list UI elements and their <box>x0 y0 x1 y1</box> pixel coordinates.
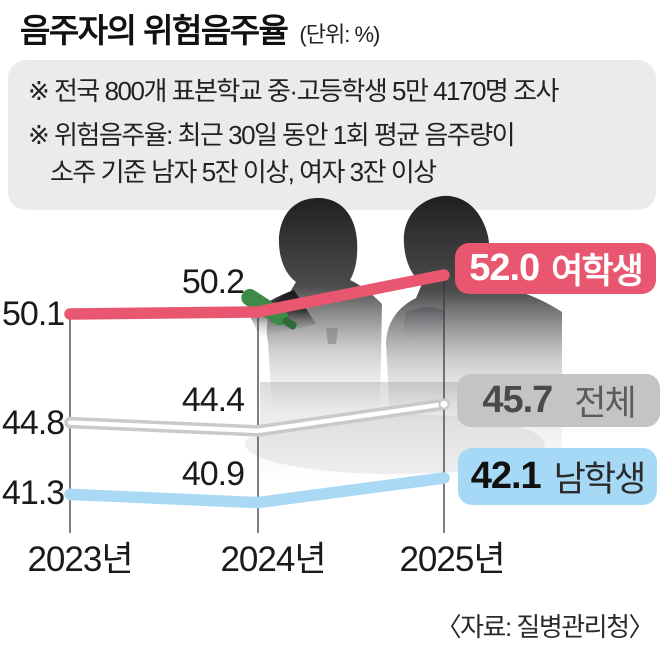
badge-male-value: 42.1 <box>470 455 542 497</box>
badge-male-students: 42.1 남학생 <box>458 448 657 505</box>
axis-label-2025: 2025년 <box>399 540 505 579</box>
value-label-male-2023: 41.3 <box>2 474 65 512</box>
badge-female-value: 52.0 <box>469 247 540 289</box>
note-sample: ※ 전국 800개 표본학교 중·고등학생 5만 4170명 조사 <box>28 76 559 106</box>
survey-note-box: ※ 전국 800개 표본학교 중·고등학생 5만 4170명 조사 ※ 위험음주… <box>8 60 656 210</box>
value-label-male-2024: 40.9 <box>181 455 245 493</box>
glass-icon <box>326 328 338 344</box>
badge-female-students: 52.0 여학생 <box>455 243 656 294</box>
right-student-silhouette <box>386 195 562 422</box>
header: 음주자의 위험음주율 (단위: %) <box>20 4 380 52</box>
badge-female-name: 여학생 <box>551 252 644 291</box>
note-definition-2: 소주 기준 남자 5잔 이상, 여자 3잔 이상 <box>50 157 437 187</box>
badge-total: 45.7 전체 <box>457 374 660 427</box>
unit-label: (단위: %) <box>299 22 380 47</box>
badge-male-name: 남학생 <box>553 460 647 499</box>
data-source: 〈자료: 질병관리청〉 <box>435 612 655 642</box>
value-label-total-2024: 44.4 <box>181 381 245 419</box>
value-label-total-2023: 44.8 <box>2 404 65 442</box>
badge-total-name: 전체 <box>574 384 636 423</box>
axis-label-2024: 2024년 <box>220 540 326 579</box>
axis-label-2023: 2023년 <box>27 540 133 579</box>
value-label-female-2023: 50.1 <box>2 295 65 333</box>
note-definition-1: ※ 위험음주율: 최근 30일 동안 1회 평균 음주량이 <box>28 120 516 150</box>
value-label-female-2024: 50.2 <box>181 263 245 301</box>
page-title: 음주자의 위험음주율 <box>20 12 289 49</box>
badge-total-value: 45.7 <box>482 379 553 421</box>
